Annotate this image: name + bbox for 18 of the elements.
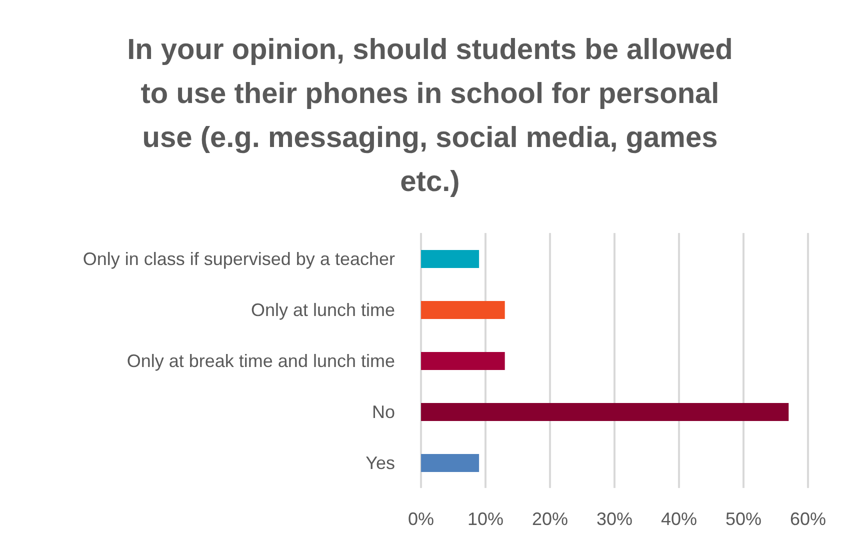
x-tick-label: 40% xyxy=(660,508,698,529)
x-tick-label: 20% xyxy=(532,508,568,529)
x-tick-label: 0% xyxy=(408,508,434,529)
bar xyxy=(421,301,505,319)
y-tick-label: Only in class if supervised by a teacher xyxy=(82,248,395,269)
bar xyxy=(421,403,789,421)
x-tick-label: 30% xyxy=(596,508,633,529)
bar xyxy=(421,352,505,370)
x-tick-label: 50% xyxy=(725,508,762,529)
y-tick-label: Only at break time and lunch time xyxy=(126,350,395,371)
y-tick-label: No xyxy=(372,402,395,422)
x-tick-label: 60% xyxy=(790,508,826,529)
chart-title: In your opinion, should students be allowed to use their phones in school for personal use (e.g. messaging, social media, games etc.) xyxy=(126,33,734,200)
y-tick-label: Only at lunch time xyxy=(250,300,395,320)
bar xyxy=(421,250,480,268)
bar xyxy=(421,454,480,472)
x-tick-label: 10% xyxy=(467,508,504,529)
y-tick-label: Yes xyxy=(366,452,395,473)
